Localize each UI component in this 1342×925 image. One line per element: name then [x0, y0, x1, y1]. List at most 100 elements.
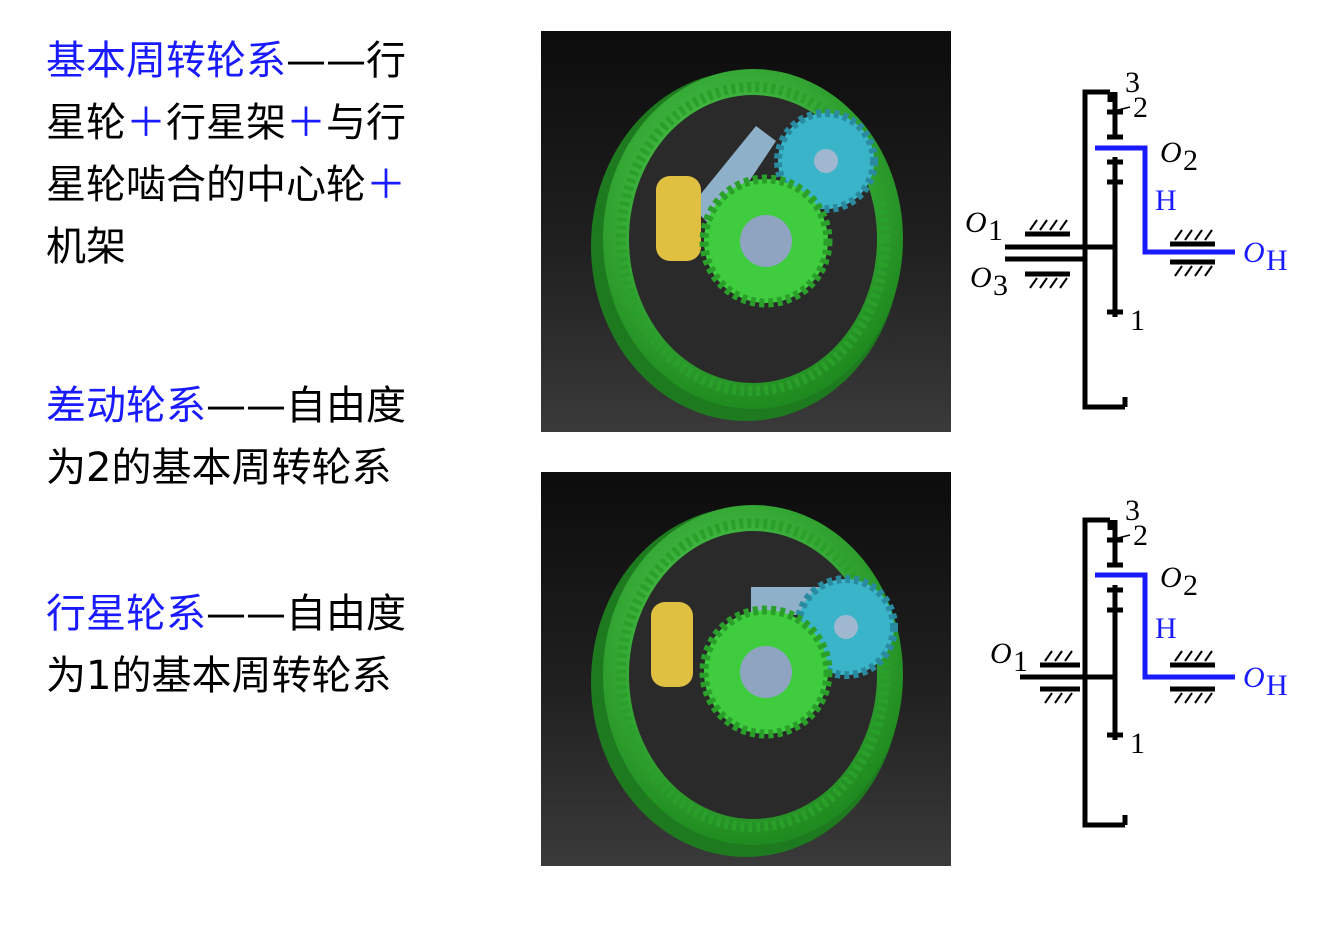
carrier-arm: [691, 126, 776, 231]
hatch: [1054, 650, 1063, 662]
label-o1: O: [990, 637, 1012, 670]
text-differential: 差动轮系——自由度 为2的基本周转轮系: [46, 375, 476, 499]
text-planetary: 行星轮系——自由度 为1的基本周转轮系: [46, 583, 476, 707]
planet-shaft: [814, 149, 838, 173]
hatch: [1029, 277, 1038, 289]
line-4: 机架: [46, 216, 476, 278]
gear-render-svg: [591, 505, 903, 857]
label-3: 3: [1125, 495, 1140, 527]
leader-line: [1109, 534, 1131, 541]
hatch: [1184, 265, 1193, 277]
term-basic-epicyclic: 基本周转轮系: [46, 38, 286, 84]
label-o1-sub: 1: [1013, 645, 1028, 678]
text-fragment: 行星架: [166, 100, 286, 146]
plus-sign: ＋: [126, 100, 166, 146]
hatch: [1039, 277, 1048, 289]
line-2: 为2的基本周转轮系: [46, 445, 392, 491]
line-1: 差动轮系——自由度: [46, 375, 476, 437]
gear-render-differential: [541, 31, 951, 432]
label-1: 1: [1130, 727, 1145, 760]
hatch: [1174, 229, 1183, 241]
sun-shaft: [740, 215, 792, 267]
text-fragment: 机架: [46, 224, 126, 270]
hatch: [1194, 692, 1203, 704]
label-1: 1: [1130, 304, 1145, 337]
label-2: 2: [1133, 519, 1148, 552]
gear-render-svg: [591, 69, 903, 421]
label-oh: O: [1243, 661, 1265, 694]
label-o2: O: [1160, 561, 1182, 594]
term-differential: 差动轮系: [46, 383, 206, 429]
hatch: [1174, 650, 1183, 662]
sun-shaft: [740, 646, 792, 698]
label-oh: O: [1243, 236, 1265, 269]
hatch: [1064, 692, 1073, 704]
text-fragment: 星轮: [46, 100, 126, 146]
dash: ——: [206, 383, 286, 429]
hatch: [1174, 265, 1183, 277]
plus-sign: ＋: [286, 100, 326, 146]
ring-gear-3: [1082, 517, 1125, 828]
label-o2-sub: 2: [1183, 569, 1198, 602]
label-o1: O: [965, 206, 987, 239]
hatch: [1194, 650, 1203, 662]
hatch: [1184, 650, 1193, 662]
ring-gear-teeth: [616, 518, 890, 832]
label-oh-sub: H: [1266, 669, 1288, 702]
line-3: 星轮啮合的中心轮＋: [46, 154, 476, 216]
text-fragment: 行: [366, 38, 406, 84]
label-3: 3: [1125, 66, 1140, 99]
label-oh-sub: H: [1266, 244, 1288, 277]
hatch: [1059, 277, 1068, 289]
line-1: 基本周转轮系——行: [46, 30, 476, 92]
hatch: [1039, 219, 1048, 231]
hatch: [1029, 219, 1038, 231]
text-basic-epicyclic: 基本周转轮系——行 星轮＋行星架＋与行 星轮啮合的中心轮＋ 机架: [46, 30, 476, 278]
hatch: [1064, 650, 1073, 662]
label-o3: O: [970, 261, 992, 294]
hatch: [1204, 650, 1213, 662]
pin-block: [651, 602, 693, 687]
label-h: H: [1155, 184, 1177, 217]
text-fragment: 与行: [326, 100, 406, 146]
carrier-h: [1095, 572, 1235, 680]
hatch: [1049, 219, 1058, 231]
leader-line: [1109, 106, 1131, 113]
hatch: [1044, 692, 1053, 704]
planet-shaft: [834, 615, 858, 639]
plus-sign: ＋: [366, 162, 406, 208]
hatch: [1204, 229, 1213, 241]
hatch: [1044, 650, 1053, 662]
hatch: [1184, 692, 1193, 704]
hatch: [1204, 265, 1213, 277]
text-fragment: 自由度: [286, 591, 406, 637]
line-2: 星轮＋行星架＋与行: [46, 92, 476, 154]
line-2: 为1的基本周转轮系: [46, 653, 392, 699]
ring-gear-teeth: [616, 82, 890, 396]
label-o3-sub: 3: [993, 269, 1008, 302]
line-1: 行星轮系——自由度: [46, 583, 476, 645]
pin-block: [656, 176, 701, 261]
term-planetary: 行星轮系: [46, 591, 206, 637]
label-o2: O: [1160, 136, 1182, 169]
text-fragment: 星轮啮合的中心轮: [46, 162, 366, 208]
hatch: [1194, 229, 1203, 241]
hatch: [1184, 229, 1193, 241]
carrier-h: [1095, 145, 1235, 255]
label-h: H: [1155, 612, 1177, 645]
hatch: [1054, 692, 1063, 704]
hatch: [1049, 277, 1058, 289]
schematic-differential: 3 2 O 2 H O 1 O 3 O H 1: [965, 66, 1288, 410]
label-2: 2: [1133, 91, 1148, 124]
hatch: [1194, 265, 1203, 277]
label-o1-sub: 1: [988, 214, 1003, 247]
hatch: [1174, 692, 1183, 704]
hatch: [1059, 219, 1068, 231]
gear-render-planetary: [541, 472, 951, 866]
schematic-planetary: 3 2 O 2 H O 1 O H 1: [990, 495, 1288, 828]
hatch: [1204, 692, 1213, 704]
dash: ——: [286, 38, 366, 84]
dash: ——: [206, 591, 286, 637]
text-fragment: 自由度: [286, 383, 406, 429]
label-o2-sub: 2: [1183, 144, 1198, 177]
